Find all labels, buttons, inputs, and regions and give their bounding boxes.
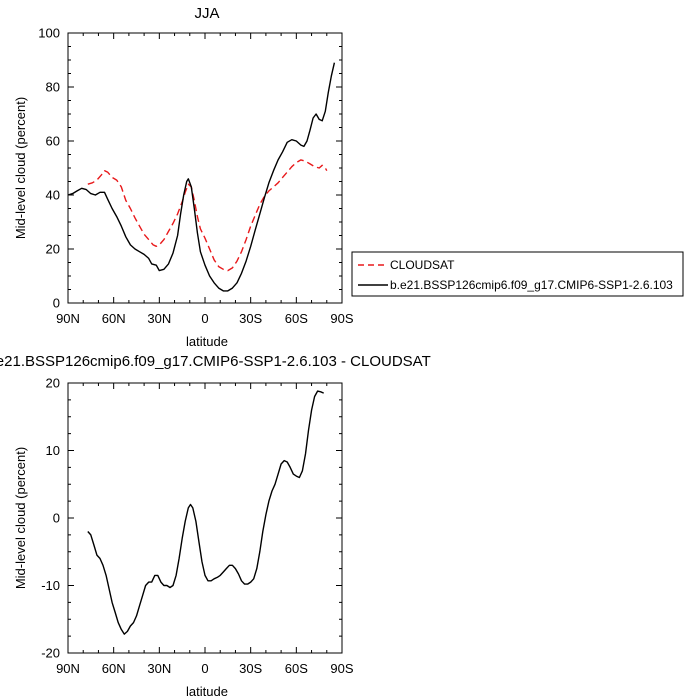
top-y-tick-label: 60	[46, 134, 60, 149]
top-x-axis-label: latitude	[186, 334, 228, 349]
bottom-y-tick-label: 20	[46, 376, 60, 391]
top-chart-title: JJA	[194, 5, 219, 22]
bottom-y-tick-label: -20	[41, 646, 60, 661]
top-x-tick-label: 60N	[102, 311, 126, 326]
top-series-layer	[67, 62, 336, 292]
top-y-tick-label: 20	[46, 242, 60, 257]
legend-box	[351, 251, 684, 297]
top-axes: 90N 60N 30N 0 30S 60S 90S 0 20 40 60 80 100	[38, 26, 354, 327]
bottom-y-tick-label: -10	[41, 578, 60, 593]
top-y-tick-label: 40	[46, 188, 60, 203]
top-y-axis-label: Mid-level cloud (percent)	[13, 97, 28, 239]
bottom-x-tick-label: 90N	[56, 661, 80, 676]
bottom-x-tick-label: 60N	[102, 661, 126, 676]
bottom-x-tick-label: 90S	[330, 661, 353, 676]
bottom-x-tick-label: 30N	[147, 661, 171, 676]
bottom-panel: b.e21.BSSP126cmip6.f09_g17.CMIP6-SSP1-2.…	[0, 353, 431, 699]
bottom-y-axis-label: Mid-level cloud (percent)	[13, 447, 28, 589]
bottom-x-tick-label: 30S	[239, 661, 262, 676]
bottom-chart-title: b.e21.BSSP126cmip6.f09_g17.CMIP6-SSP1-2.…	[0, 353, 431, 370]
top-x-tick-label: 90N	[56, 311, 80, 326]
legend-label-cloudsat: CLOUDSAT	[390, 258, 455, 272]
top-y-tick-label: 0	[53, 296, 60, 311]
bottom-series-line-0	[87, 390, 324, 635]
top-series-line-0	[87, 159, 328, 272]
top-y-tick-label: 100	[38, 26, 60, 41]
legend: CLOUDSAT b.e21.BSSP126cmip6.f09_g17.CMIP…	[351, 251, 684, 297]
bottom-x-axis-label: latitude	[186, 684, 228, 699]
top-x-tick-label: 90S	[330, 311, 353, 326]
bottom-axes: 90N 60N 30N 0 30S 60S 90S -20 -10 0 10 20	[41, 376, 354, 677]
top-series-line-1	[67, 62, 336, 292]
top-y-tick-label: 80	[46, 80, 60, 95]
top-plot-frame	[67, 32, 343, 304]
bottom-x-tick-label: 0	[201, 661, 208, 676]
top-x-tick-label: 60S	[285, 311, 308, 326]
top-x-tick-label: 30N	[147, 311, 171, 326]
bottom-y-tick-label: 0	[53, 511, 60, 526]
top-x-tick-label: 0	[201, 311, 208, 326]
bottom-x-tick-label: 60S	[285, 661, 308, 676]
bottom-y-tick-label: 10	[46, 443, 60, 458]
top-panel: JJA latitude Mid-level cloud (percent) 9…	[13, 5, 354, 349]
bottom-plot-frame	[67, 382, 343, 654]
bottom-series-layer	[87, 390, 324, 635]
top-x-tick-label: 30S	[239, 311, 262, 326]
legend-label-model: b.e21.BSSP126cmip6.f09_g17.CMIP6-SSP1-2.…	[390, 278, 673, 292]
